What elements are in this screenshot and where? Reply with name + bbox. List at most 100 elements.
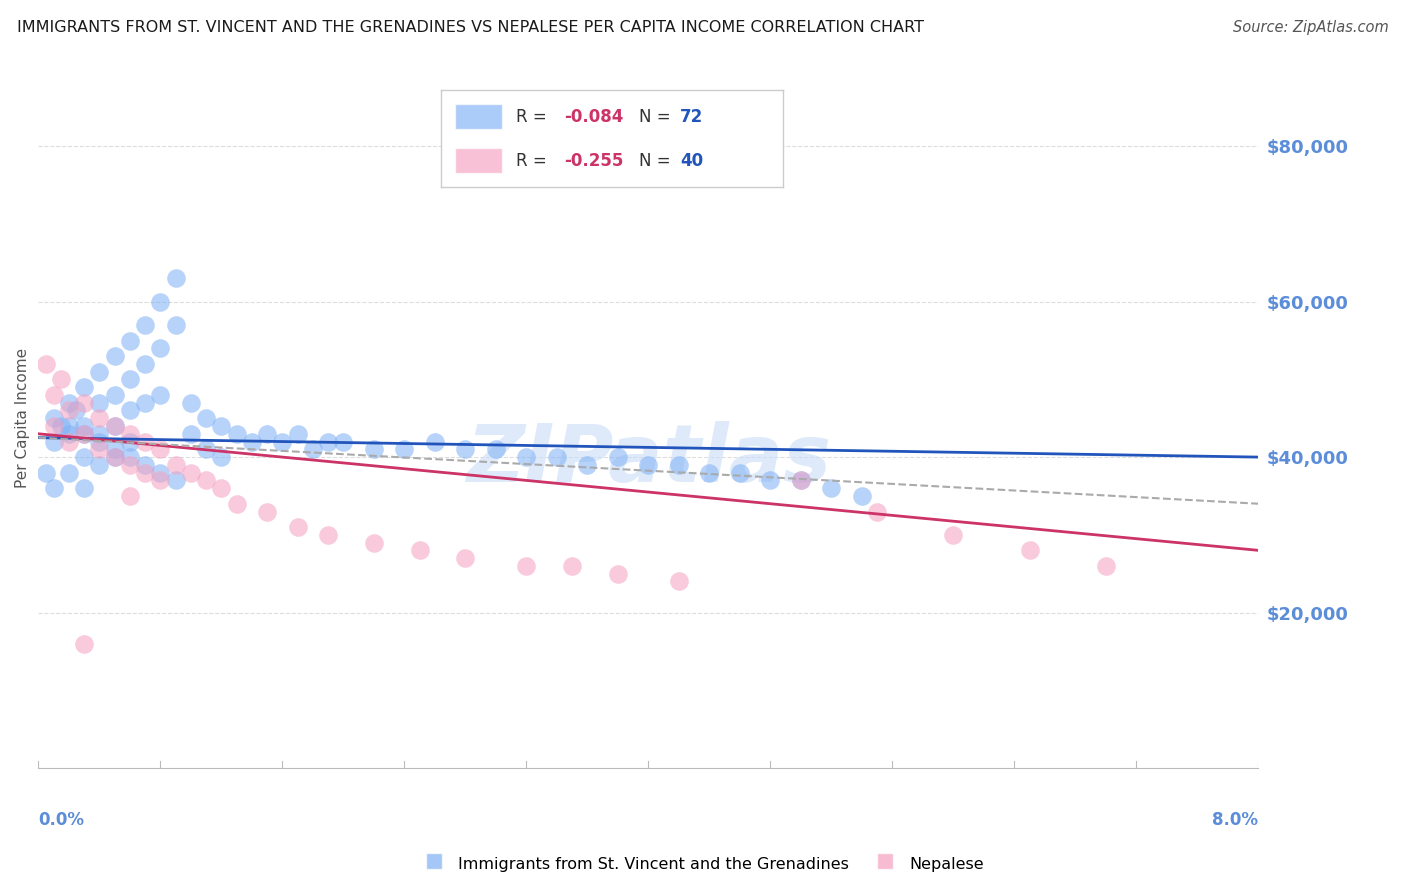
Point: [73, 637, 96, 651]
Point: [209, 419, 232, 434]
Point: [942, 528, 965, 542]
Point: [73, 395, 96, 409]
Point: [134, 357, 156, 371]
Point: [118, 426, 141, 441]
Point: [89, 458, 111, 472]
Point: [637, 458, 659, 472]
Point: [58, 426, 80, 441]
Point: [35, 357, 58, 371]
Point: [195, 442, 218, 457]
Point: [89, 426, 111, 441]
Point: [149, 341, 172, 355]
Point: [118, 434, 141, 449]
Point: [73, 426, 96, 441]
Text: 0.0%: 0.0%: [38, 811, 84, 829]
Point: [225, 426, 247, 441]
Point: [851, 489, 873, 503]
Point: [606, 566, 628, 581]
Point: [149, 466, 172, 480]
Point: [89, 365, 111, 379]
Point: [165, 271, 187, 285]
Point: [118, 372, 141, 386]
Point: [1018, 543, 1040, 558]
Point: [104, 419, 127, 434]
Y-axis label: Per Capita Income: Per Capita Income: [15, 348, 30, 488]
Point: [58, 395, 80, 409]
Point: [118, 334, 141, 348]
Point: [316, 528, 339, 542]
Point: [149, 474, 172, 488]
Point: [790, 474, 813, 488]
Text: Source: ZipAtlas.com: Source: ZipAtlas.com: [1233, 20, 1389, 35]
Point: [209, 450, 232, 464]
Point: [58, 434, 80, 449]
Point: [256, 426, 278, 441]
Point: [165, 458, 187, 472]
Point: [287, 520, 309, 534]
Point: [118, 403, 141, 417]
Point: [561, 558, 583, 573]
Point: [225, 497, 247, 511]
Point: [118, 489, 141, 503]
Point: [134, 458, 156, 472]
Point: [35, 466, 58, 480]
Point: [149, 442, 172, 457]
Point: [180, 395, 202, 409]
Point: [134, 466, 156, 480]
Point: [423, 434, 446, 449]
Point: [316, 434, 339, 449]
Point: [332, 434, 354, 449]
Point: [668, 458, 690, 472]
Point: [485, 442, 508, 457]
Point: [73, 380, 96, 394]
Legend: Immigrants from St. Vincent and the Grenadines, Nepalese: Immigrants from St. Vincent and the Gren…: [415, 847, 991, 880]
Point: [256, 504, 278, 518]
Point: [42, 388, 65, 402]
Point: [363, 442, 385, 457]
Point: [149, 388, 172, 402]
Point: [104, 442, 127, 457]
Point: [546, 450, 568, 464]
Point: [104, 450, 127, 464]
Point: [58, 419, 80, 434]
Point: [89, 395, 111, 409]
Point: [73, 481, 96, 495]
Point: [454, 551, 477, 566]
Point: [58, 466, 80, 480]
Point: [394, 442, 416, 457]
Point: [759, 474, 782, 488]
Point: [866, 504, 889, 518]
Point: [408, 543, 430, 558]
Point: [89, 411, 111, 425]
Point: [668, 574, 690, 589]
Point: [51, 419, 73, 434]
Point: [515, 450, 537, 464]
Point: [73, 426, 96, 441]
Point: [42, 434, 65, 449]
Point: [699, 466, 721, 480]
Point: [104, 419, 127, 434]
Text: ZIPatlas: ZIPatlas: [465, 421, 831, 500]
Point: [165, 474, 187, 488]
Point: [728, 466, 751, 480]
Point: [118, 450, 141, 464]
Point: [180, 466, 202, 480]
Point: [180, 426, 202, 441]
Point: [790, 474, 813, 488]
Point: [89, 434, 111, 449]
Point: [51, 372, 73, 386]
Point: [104, 349, 127, 363]
Point: [73, 419, 96, 434]
Point: [134, 395, 156, 409]
Point: [58, 403, 80, 417]
Point: [42, 411, 65, 425]
Point: [65, 403, 87, 417]
Point: [195, 411, 218, 425]
Point: [134, 318, 156, 332]
Point: [302, 442, 325, 457]
Point: [149, 294, 172, 309]
Point: [89, 442, 111, 457]
Point: [209, 481, 232, 495]
Point: [42, 481, 65, 495]
Point: [195, 474, 218, 488]
